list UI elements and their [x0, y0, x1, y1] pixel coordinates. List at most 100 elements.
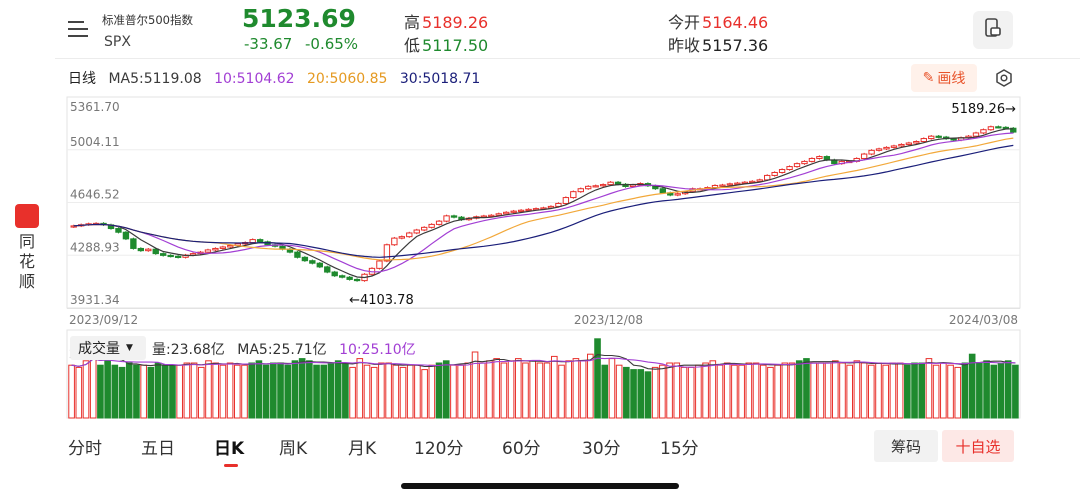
volume-bar — [414, 364, 421, 419]
candle — [346, 276, 353, 280]
volume-bar — [255, 360, 263, 419]
volume-bar — [147, 366, 155, 419]
tab-monthly-k[interactable]: 月K — [348, 439, 377, 459]
tab-five-day[interactable]: 五日 — [141, 439, 175, 459]
y-tick-label: 4646.52 — [70, 188, 120, 202]
volume-bar — [723, 362, 731, 419]
volume-bar — [644, 371, 652, 419]
candle — [130, 238, 137, 249]
y-tick-label: 5004.11 — [70, 135, 120, 149]
volume-bar — [327, 362, 335, 419]
volume-bar — [745, 362, 753, 419]
volume-bar — [911, 362, 918, 419]
volume-bar — [68, 364, 75, 419]
volume-bar — [767, 366, 774, 419]
candle — [883, 146, 890, 150]
period-label: 日线 — [68, 71, 96, 87]
volume-bar — [320, 364, 328, 419]
ma30-line — [73, 144, 1014, 258]
volume-bar — [918, 362, 926, 419]
candle — [793, 163, 801, 168]
draw-line-label: 画线 — [937, 71, 966, 87]
draw-line-button[interactable]: ✎ 画线 — [911, 64, 977, 92]
volume-bar — [659, 364, 666, 419]
volume-bar — [882, 364, 890, 419]
candle — [778, 169, 786, 173]
candle — [980, 129, 987, 134]
high-price: 高 5189.26 — [404, 13, 489, 32]
candle — [808, 157, 816, 162]
candle — [301, 256, 309, 262]
candle — [517, 209, 525, 212]
volume-bar — [493, 358, 500, 419]
tab-weekly-k[interactable]: 周K — [279, 439, 308, 459]
volume-bar — [889, 362, 897, 419]
tab-60min[interactable]: 60分 — [502, 439, 541, 459]
candle — [585, 185, 592, 190]
volume-bar — [262, 364, 270, 419]
candle — [413, 229, 420, 234]
open-price: 今开 5164.46 — [668, 13, 769, 32]
tab-daily-k[interactable]: 日K — [214, 439, 245, 459]
volume-bar — [370, 366, 378, 419]
min-annotation: ←4103.78 — [349, 293, 414, 308]
tab-30min[interactable]: 30分 — [582, 439, 621, 459]
stock-name: 标准普尔500指数 — [102, 13, 193, 27]
volume-bar — [954, 366, 962, 419]
candle — [860, 153, 868, 159]
add-favorite-button[interactable]: 十自选 — [942, 430, 1014, 462]
tab-120min[interactable]: 120分 — [414, 439, 464, 459]
volume-bar — [356, 358, 364, 419]
volume-bar — [313, 364, 320, 419]
x-tick-label: 2023/12/08 — [574, 313, 643, 327]
volume-bar — [277, 362, 284, 419]
volume-bar — [471, 351, 479, 419]
volume-bar — [248, 362, 256, 419]
candle — [324, 266, 331, 273]
volume-bar — [932, 364, 940, 419]
candle — [212, 247, 219, 251]
volume-bar — [392, 364, 400, 419]
volume-value: 量:23.68亿 — [152, 342, 225, 358]
candle — [503, 211, 510, 215]
candle — [219, 246, 227, 249]
volume-legend: 量:23.68亿 MA5:25.71亿 10:25.10亿 — [152, 339, 424, 359]
volume-bar — [233, 364, 241, 419]
volume-bar — [241, 364, 248, 419]
volume-bar — [623, 366, 630, 419]
volume-bar — [125, 362, 133, 419]
tab-15min[interactable]: 15分 — [660, 439, 699, 459]
brand-sidebar[interactable]: 同 花 顺 — [12, 204, 42, 292]
low-price: 低 5117.50 — [404, 36, 489, 55]
candle — [406, 232, 413, 238]
rotate-phone-icon — [983, 17, 1003, 43]
volume-bar — [428, 364, 436, 419]
volume-bar — [450, 364, 457, 419]
candle — [443, 215, 450, 222]
volume-bar — [867, 364, 875, 419]
volume-indicator-select[interactable]: 成交量 ▼ — [70, 336, 146, 360]
candle — [764, 174, 771, 181]
candle — [719, 184, 726, 187]
candle — [249, 239, 256, 244]
settings-icon[interactable] — [994, 68, 1014, 88]
volume-bar — [118, 366, 126, 419]
volume-bar — [579, 360, 587, 419]
candle — [160, 253, 167, 256]
volume-bar — [587, 353, 594, 419]
price-change: -33.67 — [244, 35, 293, 53]
kline-chart[interactable]: 5361.70 5004.11 4646.52 4288.93 3931.34 5189.… — [0, 0, 1080, 430]
volume-bar — [817, 362, 825, 419]
volume-bar — [349, 366, 356, 419]
chip-distribution-button[interactable]: 筹码 — [874, 430, 938, 462]
candle — [391, 237, 398, 246]
tab-intraday[interactable]: 分时 — [68, 439, 102, 459]
volume-bar — [831, 360, 839, 419]
menu-icon[interactable] — [66, 20, 90, 38]
candle — [734, 182, 741, 185]
volume-bar — [507, 360, 515, 419]
volume-bar — [536, 362, 544, 419]
volume-bar — [399, 366, 407, 419]
volume-bar — [716, 364, 724, 419]
landscape-toggle-button[interactable] — [973, 11, 1013, 49]
